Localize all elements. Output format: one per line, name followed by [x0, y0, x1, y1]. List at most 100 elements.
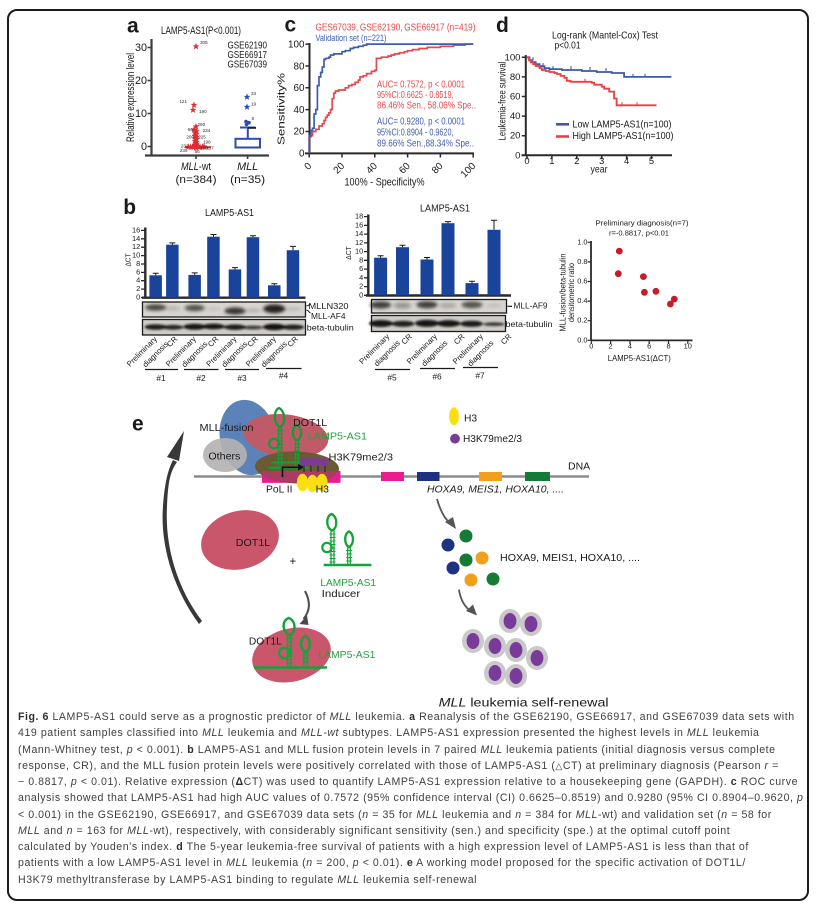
svg-text:DNA: DNA: [568, 461, 590, 473]
svg-text:r=-0.8817, p<0.01: r=-0.8817, p<0.01: [609, 228, 669, 237]
svg-text:a: a: [127, 14, 139, 37]
svg-text:95%CI:0.8904 - 0.9620,: 95%CI:0.8904 - 0.9620,: [377, 127, 454, 138]
svg-text:12: 12: [132, 242, 140, 251]
svg-text:LAMP5-AS1(P<0.001): LAMP5-AS1(P<0.001): [161, 25, 241, 37]
svg-text:100% - Specificity%: 100% - Specificity%: [345, 177, 425, 189]
svg-text:H3K79me2/3: H3K79me2/3: [329, 452, 394, 463]
svg-text:305: 305: [200, 40, 208, 45]
svg-text:0: 0: [515, 150, 520, 161]
svg-text:66: 66: [188, 127, 194, 132]
svg-text:ΔCT: ΔCT: [123, 253, 132, 267]
svg-text:ΔCT: ΔCT: [344, 246, 353, 260]
svg-text:0: 0: [524, 155, 529, 166]
svg-text:MLL-fusion/beta-tubulin: MLL-fusion/beta-tubulin: [559, 254, 568, 332]
svg-text:190: 190: [199, 109, 207, 114]
svg-text:200: 200: [186, 134, 194, 139]
svg-text:p<0.01: p<0.01: [555, 41, 581, 52]
svg-text:8: 8: [359, 255, 363, 264]
svg-text:Relative expression level: Relative expression level: [125, 53, 137, 142]
svg-text:4: 4: [136, 276, 140, 285]
svg-text:20: 20: [332, 160, 348, 176]
svg-text:#1: #1: [156, 373, 166, 383]
svg-text:b: b: [123, 196, 136, 219]
svg-text:2: 2: [574, 155, 579, 166]
svg-text:199: 199: [200, 146, 208, 151]
svg-text:0: 0: [359, 290, 363, 299]
svg-text:5: 5: [649, 155, 654, 166]
svg-text:GSE62190: GSE62190: [228, 41, 268, 52]
svg-text:1: 1: [549, 155, 554, 166]
svg-text:LAMP5-AS1: LAMP5-AS1: [205, 208, 254, 219]
svg-text:0.0: 0.0: [577, 335, 587, 344]
svg-text:c: c: [285, 14, 297, 37]
svg-text:CR: CR: [452, 332, 467, 347]
svg-text:60: 60: [510, 92, 521, 103]
svg-text:d: d: [496, 14, 509, 37]
svg-text:Low LAMP5-AS1(n=100): Low LAMP5-AS1(n=100): [573, 119, 672, 130]
svg-text:0: 0: [589, 341, 593, 350]
svg-text:CR: CR: [499, 332, 514, 347]
svg-text:Inducer: Inducer: [322, 589, 361, 600]
svg-text:0.4: 0.4: [577, 296, 587, 305]
svg-text:MLL: MLL: [237, 161, 258, 173]
svg-text:(n=384): (n=384): [176, 174, 217, 186]
svg-text:8: 8: [136, 259, 140, 268]
svg-text:234: 234: [203, 128, 211, 133]
svg-text:100: 100: [504, 52, 520, 63]
svg-text:MLL leukemia self-renewal: MLL leukemia self-renewal: [439, 696, 609, 710]
svg-text:LAMP5-AS1(ΔCT): LAMP5-AS1(ΔCT): [608, 354, 671, 363]
svg-text:DOT1L: DOT1L: [293, 418, 327, 429]
svg-text:LAMP5-AS1: LAMP5-AS1: [420, 204, 470, 215]
svg-text:PoL II: PoL II: [266, 485, 293, 496]
svg-text:95%CI:0.6625 - 0.8519,: 95%CI:0.6625 - 0.8519,: [377, 90, 454, 101]
svg-text:10: 10: [355, 247, 363, 256]
svg-text:Sensitivity%: Sensitivity%: [277, 73, 288, 145]
svg-text:0: 0: [303, 160, 315, 172]
svg-text:80: 80: [294, 61, 305, 72]
svg-text:0: 0: [299, 149, 305, 160]
svg-text:236: 236: [180, 148, 188, 153]
svg-text:#3: #3: [237, 373, 247, 383]
svg-text:2: 2: [359, 282, 363, 291]
svg-text:40: 40: [364, 160, 380, 176]
svg-text:16: 16: [132, 225, 140, 234]
svg-text:GSE66917: GSE66917: [228, 50, 268, 61]
svg-text:86.46% Sen., 58.06% Spe..: 86.46% Sen., 58.06% Spe..: [377, 100, 476, 111]
svg-text:14: 14: [132, 234, 140, 243]
svg-text:MLL-AF4: MLL-AF4: [311, 311, 346, 321]
svg-text:H3K79me2/3: H3K79me2/3: [463, 434, 522, 445]
svg-text:High LAMP5-AS1(n=100): High LAMP5-AS1(n=100): [573, 131, 674, 142]
svg-text:0.8: 0.8: [577, 257, 587, 266]
svg-text:20: 20: [135, 75, 147, 87]
svg-text:#5: #5: [387, 373, 397, 383]
svg-text:8: 8: [252, 116, 255, 121]
svg-text:H3: H3: [316, 483, 330, 495]
svg-text:290: 290: [198, 122, 206, 127]
svg-text:Preliminary diagnosis(n=7): Preliminary diagnosis(n=7): [596, 219, 689, 228]
svg-text:60: 60: [294, 83, 305, 94]
svg-text:3: 3: [599, 155, 604, 166]
svg-text:e: e: [132, 413, 144, 436]
svg-text:2: 2: [609, 341, 613, 350]
svg-text:2: 2: [136, 284, 140, 293]
svg-text:40: 40: [510, 111, 521, 122]
svg-text:HOXA9, MEIS1, HOXA10, ....: HOXA9, MEIS1, HOXA10, ....: [427, 485, 564, 496]
svg-text:0.6: 0.6: [577, 277, 587, 286]
svg-text:HOXA9, MEIS1, HOXA10, ....: HOXA9, MEIS1, HOXA10, ....: [500, 553, 640, 564]
svg-text:20: 20: [510, 131, 521, 142]
svg-text:LAMP5-AS1: LAMP5-AS1: [308, 432, 368, 443]
svg-text:GES67039, GSE62190, GSE66917 (: GES67039, GSE62190, GSE66917 (n=419): [316, 23, 476, 34]
svg-text:MLLN320: MLLN320: [309, 301, 349, 311]
svg-text:Leukemia-free survival: Leukemia-free survival: [498, 62, 509, 141]
svg-text:89.66% Sen.,88.34% Spe..: 89.66% Sen.,88.34% Spe..: [377, 139, 474, 150]
svg-text:4: 4: [359, 273, 363, 282]
svg-text:33: 33: [251, 91, 257, 96]
svg-text:30: 30: [135, 42, 147, 54]
svg-text:12: 12: [355, 238, 363, 247]
svg-text:4: 4: [624, 155, 629, 166]
svg-text:AUC= 0.9280, p < 0.0001: AUC= 0.9280, p < 0.0001: [377, 117, 465, 128]
svg-text:20: 20: [294, 127, 305, 138]
svg-text:MLL-AF9: MLL-AF9: [514, 300, 548, 310]
svg-text:CR: CR: [400, 332, 415, 347]
svg-text:AUC= 0.7572, p < 0.0001: AUC= 0.7572, p < 0.0001: [377, 80, 465, 91]
